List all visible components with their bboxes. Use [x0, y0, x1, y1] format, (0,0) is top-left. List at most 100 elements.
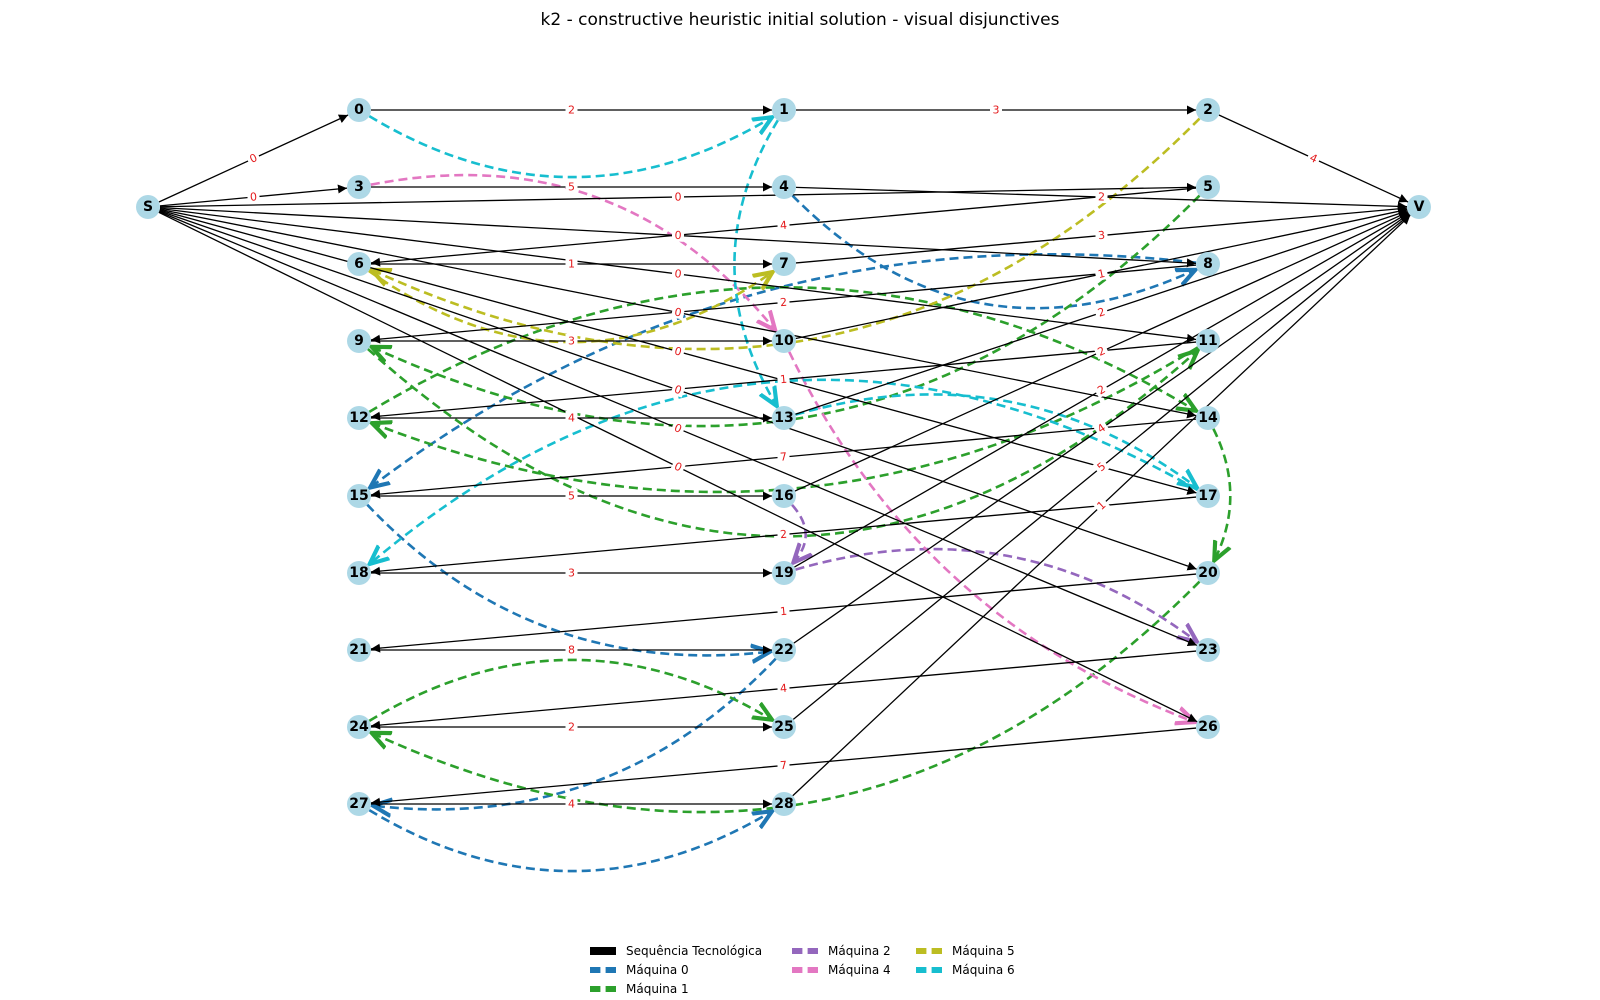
disjunctive-edge: [788, 351, 1195, 722]
disjunctive-edge: [372, 194, 1201, 428]
node-17: 17: [1196, 484, 1220, 508]
disjunctive-edge: [373, 657, 777, 810]
edge-weight-label: 2: [779, 296, 787, 310]
node-26: 26: [1196, 715, 1220, 739]
legend: Sequência Tecnológica Máquina 0 Máquina 1 M…: [590, 942, 1050, 1000]
legend-label: Máquina 5: [952, 944, 1015, 958]
node-2: 2: [1196, 98, 1220, 122]
edge-weight-label: 2: [1096, 305, 1107, 320]
edge-weight-label: 0: [673, 383, 684, 398]
edge-weight-label: 1: [779, 605, 787, 619]
node-21: 21: [347, 638, 371, 662]
edge-weight-label: 2: [779, 528, 787, 542]
edge-weight-label: 3: [993, 104, 1000, 117]
edge-weight-label: 0: [674, 229, 682, 242]
node-label: 16: [774, 488, 793, 504]
edge-weight-label: 2: [568, 721, 575, 734]
disjunctive-edge: [795, 393, 1197, 487]
disjunctive-edge: [795, 547, 1197, 642]
legend-label: Máquina 0: [626, 963, 689, 977]
node-23: 23: [1196, 638, 1220, 662]
disjunctive-edge: [1213, 428, 1232, 561]
edge-weight-label: 0: [674, 190, 681, 203]
node-label: 21: [349, 642, 368, 658]
legend-label: Máquina 2: [828, 944, 891, 958]
node-label: 14: [1198, 410, 1218, 426]
node-14: 14: [1196, 406, 1220, 430]
node-S: S: [136, 195, 160, 219]
legend-item: Máquina 1: [590, 980, 689, 998]
node-1: 1: [772, 98, 796, 122]
node-label: 18: [349, 565, 368, 581]
node-label: 8: [1203, 256, 1213, 272]
node-label: 4: [779, 179, 789, 195]
node-22: 22: [772, 638, 796, 662]
edge-weight-label: 7: [779, 450, 787, 464]
legend-label: Máquina 4: [828, 963, 891, 977]
disjunctive-edge: [370, 253, 1197, 487]
node-3: 3: [347, 175, 371, 199]
node-label: 25: [774, 719, 793, 735]
edge-weight-label: 0: [249, 190, 257, 204]
edge-weight-label: 2: [568, 104, 575, 117]
legend-swatch: [792, 948, 818, 954]
edge-weight-label: 3: [568, 567, 575, 580]
node-15: 15: [347, 484, 371, 508]
node-label: V: [1414, 199, 1425, 215]
node-0: 0: [347, 98, 371, 122]
node-label: 9: [354, 333, 364, 349]
node-13: 13: [772, 406, 796, 430]
node-10: 10: [772, 329, 796, 353]
legend-swatch: [792, 967, 818, 973]
edge-weight-label: 8: [568, 644, 575, 657]
node-20: 20: [1196, 561, 1220, 585]
legend-label: Sequência Tecnológica: [626, 944, 763, 958]
node-label: 10: [774, 333, 794, 349]
node-label: 27: [349, 796, 368, 812]
legend-item: Máquina 5: [916, 942, 1015, 960]
node-label: 5: [1203, 179, 1213, 195]
legend-item: Máquina 2: [792, 942, 891, 960]
edge-weight-label: 4: [568, 412, 575, 425]
edge-weight-label: 2: [1096, 344, 1108, 359]
edge-weight-label: 7: [779, 759, 787, 773]
edge-weight-label: 0: [248, 151, 260, 166]
node-label: 13: [774, 410, 793, 426]
node-16: 16: [772, 484, 796, 508]
node-label: 2: [1203, 102, 1213, 118]
disjunctive-edge: [372, 346, 1199, 494]
edge-weight-label: 3: [1097, 229, 1105, 243]
disjunctive-edge: [370, 173, 775, 330]
edge-weight-label: 5: [568, 181, 575, 194]
node-11: 11: [1196, 329, 1220, 353]
disjunctive-edge: [792, 504, 806, 563]
disjunctive-edge: [372, 117, 1201, 351]
node-18: 18: [347, 561, 371, 585]
node-8: 8: [1196, 252, 1220, 276]
edge-weight-label: 5: [568, 490, 575, 503]
edge-weight-label: 0: [672, 421, 683, 436]
node-label: 19: [774, 565, 793, 581]
node-24: 24: [347, 715, 371, 739]
disjunctive-edge: [366, 503, 770, 656]
node-12: 12: [347, 406, 371, 430]
node-label: 0: [354, 102, 364, 118]
disjunctive-edge: [368, 271, 773, 344]
node-9: 9: [347, 329, 371, 353]
node-5: 5: [1196, 175, 1220, 199]
legend-item: Máquina 6: [916, 961, 1015, 979]
legend-label: Máquina 6: [952, 963, 1015, 977]
node-label: 11: [1198, 333, 1217, 349]
node-label: 1: [779, 102, 789, 118]
disjunctive-edge: [368, 116, 772, 179]
edge-weight-label: 1: [779, 373, 787, 387]
edge-weight-label: 2: [1098, 190, 1105, 203]
legend-swatch: [590, 986, 616, 992]
disjunctive-edge: [368, 658, 772, 721]
edge-weight-label: 4: [568, 798, 575, 811]
node-label: S: [143, 199, 153, 215]
edge-weight-label: 3: [568, 335, 575, 348]
